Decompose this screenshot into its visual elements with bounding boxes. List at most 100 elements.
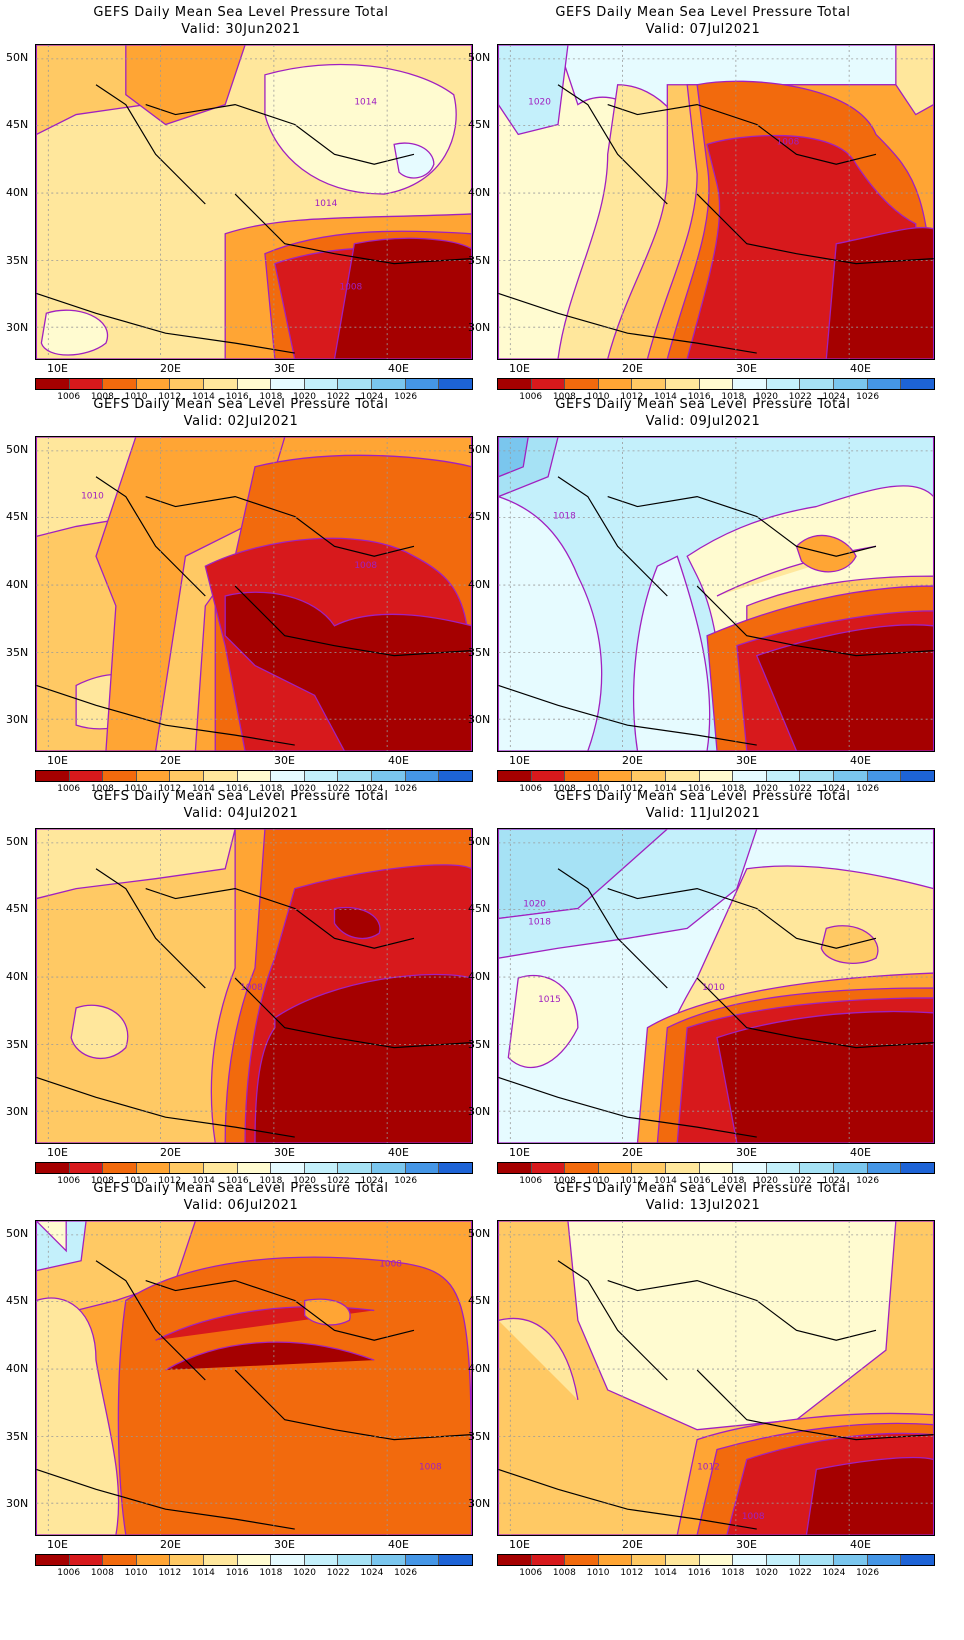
latitude-label: 40N: [468, 578, 491, 591]
pressure-field: [632, 555, 711, 751]
colorbar-label: 1022: [788, 392, 812, 402]
colorbar-label: 1022: [326, 1176, 350, 1186]
colorbar-swatch: [699, 771, 734, 781]
latitude-label: 45N: [468, 902, 491, 915]
colorbar-swatch: [531, 1555, 566, 1565]
colorbar-label: 1020: [755, 1176, 778, 1186]
colorbar-swatch: [598, 1555, 633, 1565]
pressure-field: [224, 591, 472, 751]
colorbar-label: 1020: [293, 392, 316, 402]
pressure-field: [498, 829, 758, 959]
pressure-field: [393, 142, 435, 179]
colorbar-swatch: [136, 771, 171, 781]
colorbar-swatch: [69, 771, 104, 781]
longitude-label: 40E: [850, 1538, 871, 1551]
contour-label: 1020: [523, 900, 546, 910]
pressure-map: 1008: [35, 828, 473, 1144]
map-panel-30Jun2021: GEFS Daily Mean Sea Level Pressure Total…: [0, 0, 482, 410]
latitude-label: 30N: [6, 1105, 29, 1118]
latitude-label: 40N: [6, 578, 29, 591]
longitude-label: 20E: [160, 1146, 181, 1159]
colorbar-swatch: [136, 1555, 171, 1565]
map-panel-02Jul2021: GEFS Daily Mean Sea Level Pressure Total…: [0, 392, 482, 802]
panel-title: GEFS Daily Mean Sea Level Pressure Total…: [0, 1180, 482, 1214]
colorbar-swatch: [103, 379, 137, 389]
colorbar-label: 1010: [586, 1568, 610, 1578]
contour-label: 1020: [528, 98, 551, 108]
colorbar-label: 1014: [192, 392, 215, 402]
colorbar-label: 1006: [519, 784, 543, 794]
colorbar-label: 1026: [394, 1176, 418, 1186]
colorbar-label: 1020: [755, 784, 778, 794]
longitude-label: 40E: [388, 754, 409, 767]
colorbar-swatch: [632, 379, 667, 389]
colorbar-label: 1012: [620, 784, 644, 794]
colorbar-swatch: [766, 379, 801, 389]
colorbar-swatch: [565, 1555, 599, 1565]
colorbar-labels: 1006 1008 1010 1012 1014 1016 1018 1020 1022 1024…: [35, 1568, 473, 1580]
pressure-field: [36, 829, 236, 900]
colorbar-label: 1024: [360, 784, 384, 794]
colorbar-swatch: [304, 379, 339, 389]
latitude-label: 50N: [468, 835, 491, 848]
colorbar-swatch: [867, 1163, 902, 1173]
colorbar-label: 1026: [394, 784, 418, 794]
colorbar-swatch: [338, 1555, 373, 1565]
colorbar-label: 1018: [259, 1176, 283, 1186]
colorbar-label: 1014: [192, 1176, 215, 1186]
longitude-label: 20E: [622, 1146, 643, 1159]
colorbar-swatch: [204, 1163, 238, 1173]
longitude-label: 20E: [160, 362, 181, 375]
contour-label: 1010: [81, 492, 104, 502]
pressure-field: [125, 45, 246, 126]
colorbar-label: 1022: [326, 1568, 350, 1578]
colorbar-label: 1008: [90, 1176, 114, 1186]
pressure-field: [805, 1456, 934, 1535]
colorbar-label: 1026: [856, 784, 880, 794]
longitude-label: 40E: [388, 1538, 409, 1551]
colorbar-swatch: [237, 1163, 272, 1173]
colorbar-label: 1012: [158, 1568, 182, 1578]
coastline: [36, 868, 472, 1138]
colorbar-label: 1022: [788, 1176, 812, 1186]
longitude-label: 10E: [509, 754, 530, 767]
longitude-label: 10E: [509, 362, 530, 375]
colorbar-swatch: [834, 771, 868, 781]
colorbar-swatch: [800, 771, 835, 781]
colorbar: [35, 770, 473, 782]
colorbar-swatch: [565, 771, 599, 781]
colorbar-labels: 1006 1008 1010 1012 1014 1016 1018 1020 1022 1024…: [35, 784, 473, 796]
colorbar-label: 1010: [586, 1176, 610, 1186]
colorbar-label: 1014: [654, 784, 677, 794]
map-panel-04Jul2021: GEFS Daily Mean Sea Level Pressure Total…: [0, 784, 482, 1194]
colorbar-label: 1014: [654, 1176, 677, 1186]
pressure-map: 1008 1008: [35, 1220, 473, 1536]
coastline: [498, 868, 934, 1138]
colorbar-swatch: [901, 379, 934, 389]
colorbar-swatch: [699, 379, 734, 389]
colorbar-swatch: [372, 1555, 406, 1565]
colorbar-label: 1010: [124, 784, 148, 794]
panel-title: GEFS Daily Mean Sea Level Pressure Total…: [462, 1180, 944, 1214]
longitude-label: 10E: [47, 362, 68, 375]
colorbar-swatch: [372, 771, 406, 781]
colorbar-label: 1022: [788, 1568, 812, 1578]
panel-title: GEFS Daily Mean Sea Level Pressure Total…: [0, 4, 482, 38]
colorbar-swatch: [405, 1163, 440, 1173]
colorbar-swatch: [372, 379, 406, 389]
contour-label: 1014: [315, 199, 338, 209]
colorbar-label: 1006: [519, 1176, 543, 1186]
panel-valid-date: Valid: 11Jul2021: [645, 806, 761, 821]
longitude-label: 10E: [509, 1538, 530, 1551]
contour-label: 1008: [354, 561, 377, 571]
colorbar-swatch: [733, 1555, 767, 1565]
colorbar-swatch: [498, 771, 532, 781]
colorbar-swatch: [598, 771, 633, 781]
colorbar-swatch: [733, 771, 767, 781]
coastline: [498, 1260, 934, 1530]
longitude-label: 40E: [388, 362, 409, 375]
colorbar-swatch: [36, 1555, 70, 1565]
colorbar: [35, 378, 473, 390]
colorbar-swatch: [170, 1163, 205, 1173]
contour-label: 1008: [777, 137, 800, 147]
